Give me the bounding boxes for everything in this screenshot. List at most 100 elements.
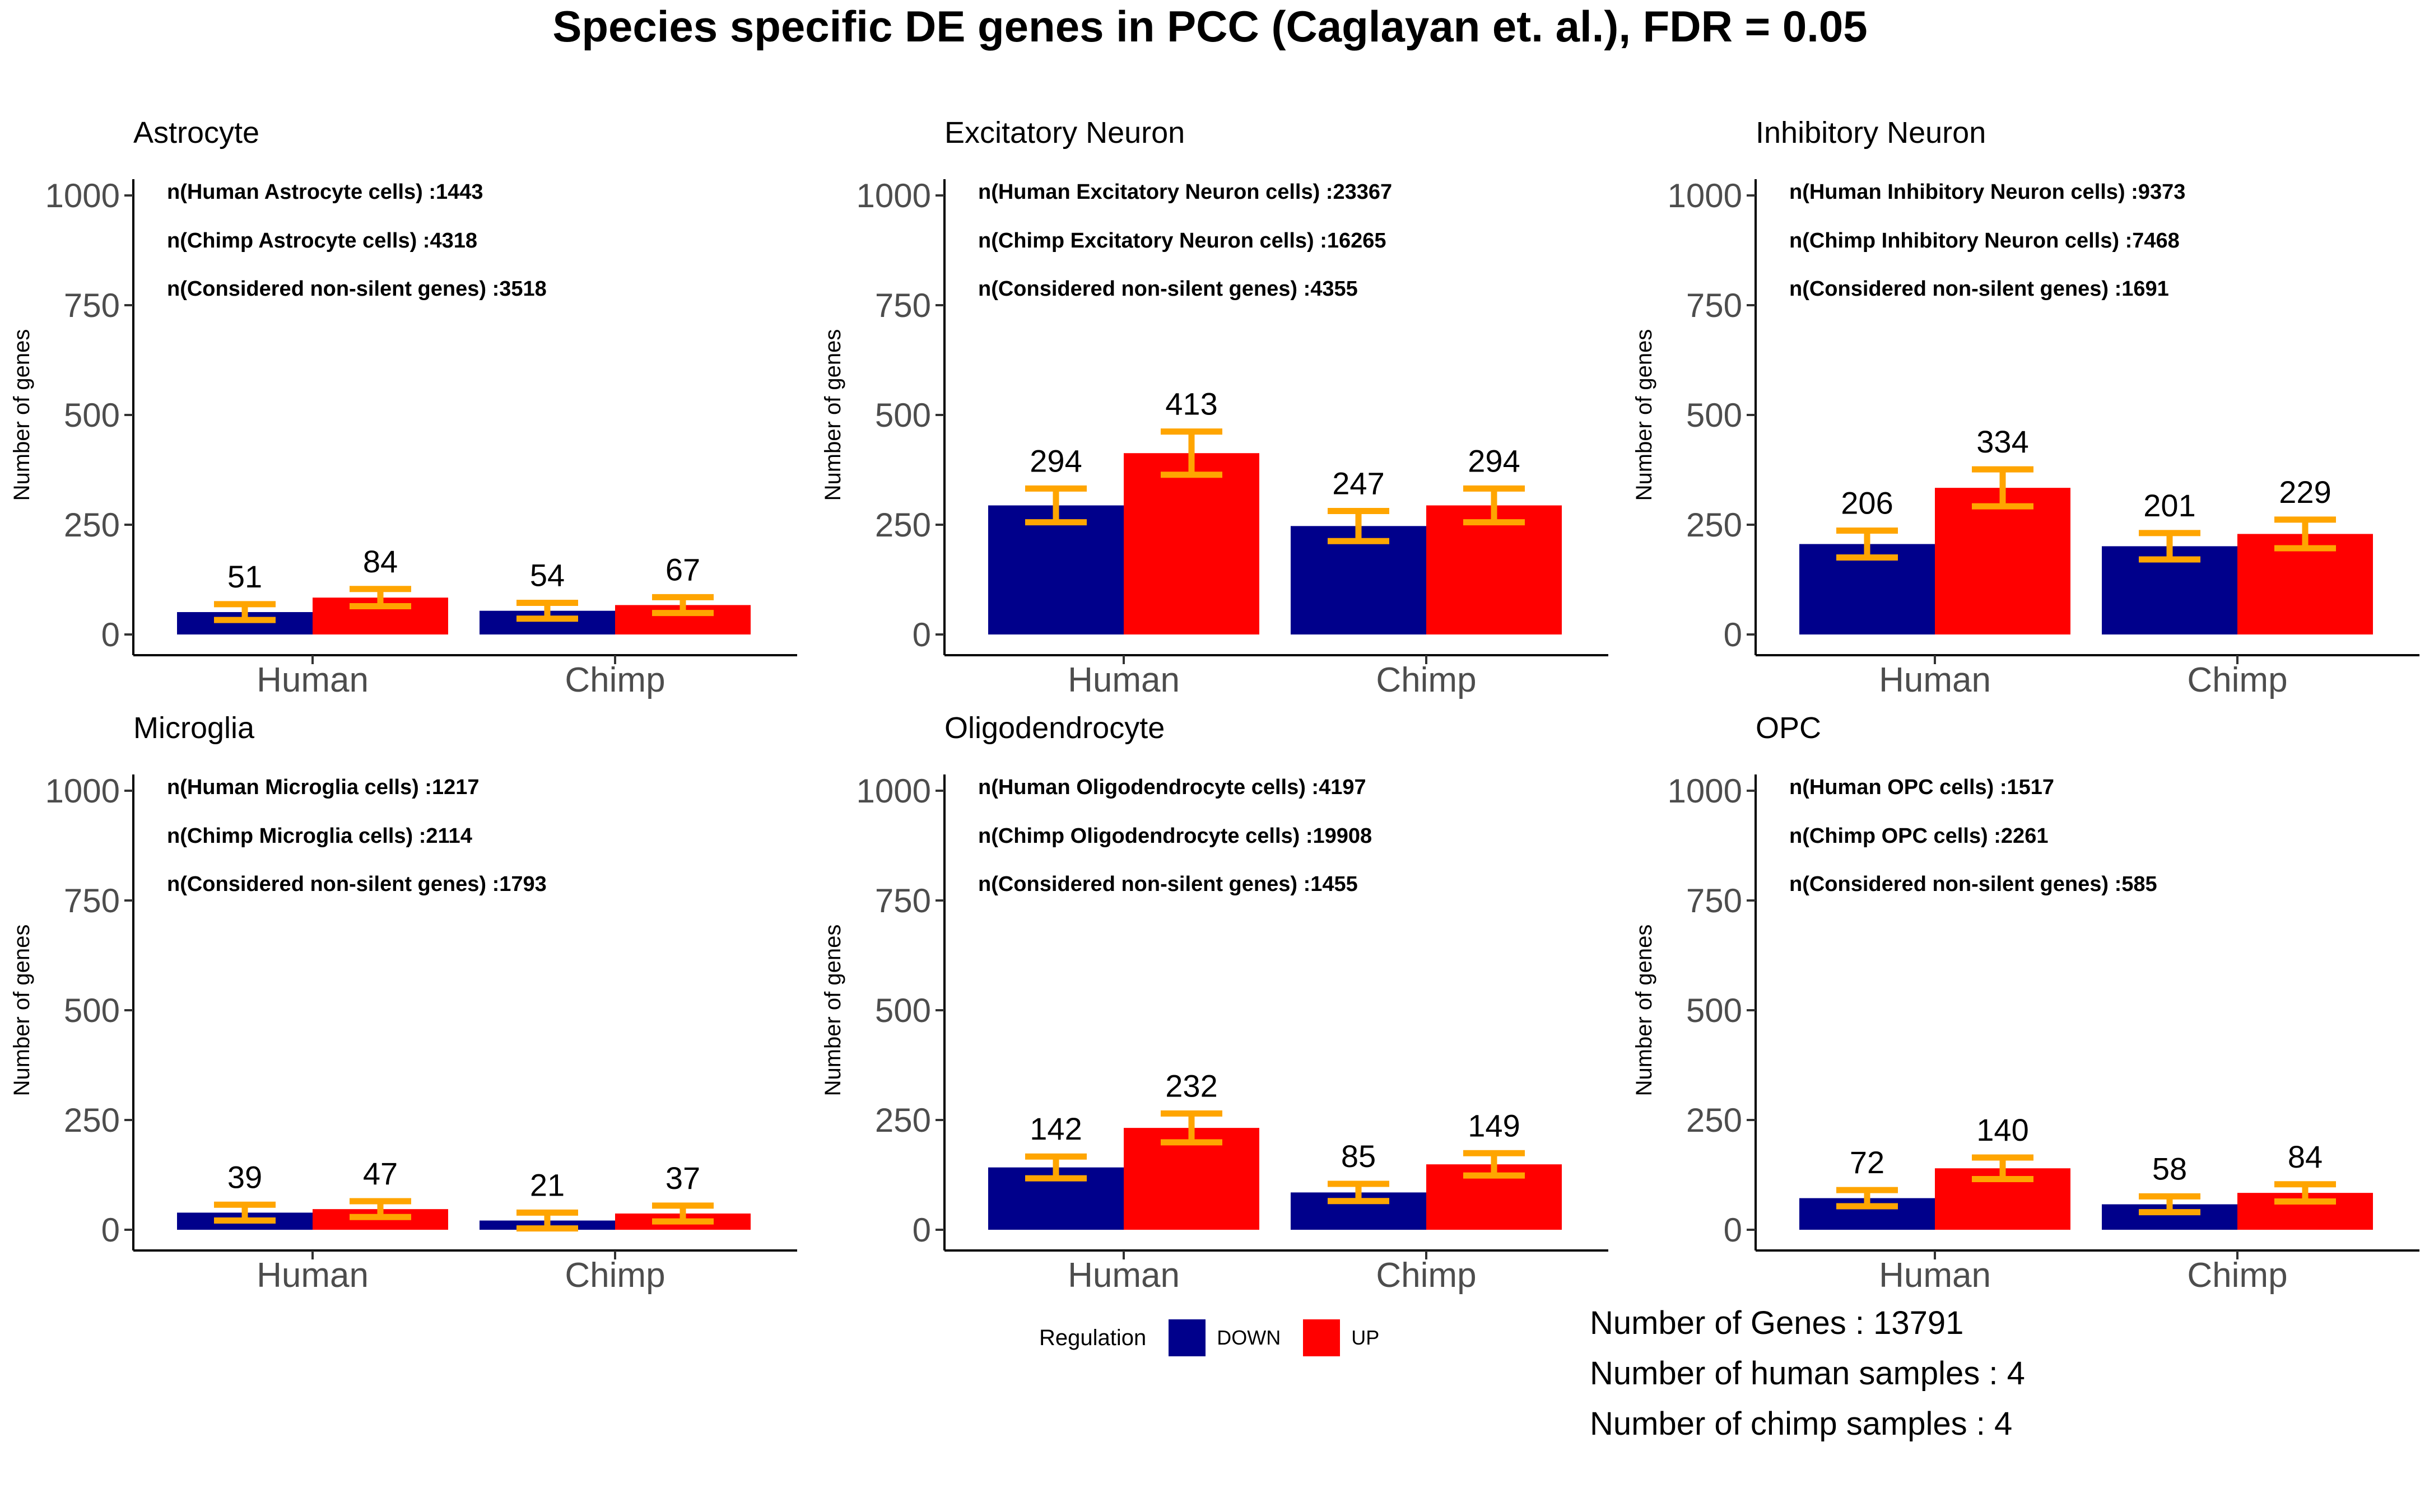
x-tick-label-human: Human [1068, 661, 1180, 699]
y-tick-label: 750 [64, 287, 120, 324]
value-label: 229 [2279, 474, 2331, 510]
value-label: 294 [1468, 443, 1520, 478]
y-tick-label: 500 [1686, 992, 1742, 1029]
annotation-1: n(Human OPC cells) :1517 [1789, 776, 2054, 799]
x-tick-label-human: Human [1879, 1256, 1991, 1295]
y-tick-label: 500 [64, 396, 120, 434]
value-label: 294 [1030, 443, 1082, 478]
annotation-3: n(Considered non-silent genes) :4355 [978, 277, 1358, 301]
value-label: 58 [2152, 1151, 2187, 1186]
legend-label-up: UP [1351, 1326, 1380, 1349]
y-tick-label: 0 [913, 1211, 931, 1249]
y-tick-label: 500 [64, 992, 120, 1029]
note-chimp-samples: Number of chimp samples : 4 [1590, 1406, 2013, 1442]
y-axis-label: Number of genes [821, 925, 845, 1096]
annotation-1: n(Human Oligodendrocyte cells) :4197 [978, 776, 1366, 799]
value-label: 54 [530, 558, 565, 593]
y-tick-label: 1000 [857, 772, 931, 810]
x-tick-label-chimp: Chimp [1376, 661, 1476, 699]
note-number-of-genes: Number of Genes : 13791 [1590, 1305, 1964, 1341]
value-label: 334 [1976, 424, 2028, 459]
y-tick-label: 0 [1724, 1211, 1742, 1249]
value-label: 37 [666, 1160, 700, 1196]
value-label: 413 [1165, 386, 1217, 422]
annotation-3: n(Considered non-silent genes) :3518 [167, 277, 547, 301]
annotation-3: n(Considered non-silent genes) :1455 [978, 872, 1358, 896]
legend: Regulation DOWN UP [1039, 1319, 1402, 1356]
value-label: 47 [363, 1156, 398, 1191]
value-label: 21 [530, 1167, 565, 1202]
bar-human-up [1935, 488, 2070, 634]
x-tick-label-chimp: Chimp [565, 661, 665, 699]
y-tick-label: 1000 [45, 177, 120, 214]
y-tick-label: 250 [1686, 506, 1742, 544]
value-label: 142 [1030, 1111, 1082, 1146]
x-tick-label-human: Human [1879, 661, 1991, 699]
x-tick-label-chimp: Chimp [2187, 661, 2287, 699]
annotation-2: n(Chimp Oligodendrocyte cells) :19908 [978, 824, 1372, 848]
bar-human-up [1124, 453, 1259, 634]
y-tick-label: 750 [875, 882, 931, 920]
y-tick-label: 0 [1724, 616, 1742, 654]
annotation-3: n(Considered non-silent genes) :1793 [167, 872, 547, 896]
value-label: 84 [2288, 1139, 2323, 1174]
value-label: 140 [1976, 1112, 2028, 1147]
x-tick-label-human: Human [1068, 1256, 1180, 1295]
panel-title-inhibitory-neuron: Inhibitory Neuron [1756, 116, 1986, 150]
y-tick-label: 750 [1686, 882, 1742, 920]
value-label: 67 [666, 552, 700, 587]
legend-label-down: DOWN [1217, 1326, 1281, 1349]
annotation-2: n(Chimp OPC cells) :2261 [1789, 824, 2048, 848]
annotation-2: n(Chimp Inhibitory Neuron cells) :7468 [1789, 229, 2180, 253]
value-label: 206 [1841, 486, 1893, 521]
panel-title-oligodendrocyte: Oligodendrocyte [944, 711, 1165, 745]
x-tick-label-chimp: Chimp [1376, 1256, 1476, 1295]
annotation-2: n(Chimp Astrocyte cells) :4318 [167, 229, 477, 253]
y-axis-label: Number of genes [10, 925, 34, 1096]
annotation-3: n(Considered non-silent genes) :585 [1789, 872, 2157, 896]
x-tick-label-chimp: Chimp [565, 1256, 665, 1295]
y-tick-label: 750 [875, 287, 931, 324]
bar-human-down [988, 505, 1124, 634]
note-human-samples: Number of human samples : 4 [1590, 1355, 2025, 1392]
annotation-1: n(Human Microglia cells) :1217 [167, 776, 480, 799]
value-label: 201 [2143, 488, 2195, 523]
y-tick-label: 250 [64, 1102, 120, 1139]
annotation-2: n(Chimp Excitatory Neuron cells) :16265 [978, 229, 1386, 253]
y-tick-label: 1000 [1668, 177, 1742, 214]
y-axis-label: Number of genes [1632, 925, 1656, 1096]
value-label: 39 [227, 1159, 262, 1194]
x-tick-label-human: Human [257, 1256, 369, 1295]
y-tick-label: 750 [1686, 287, 1742, 324]
y-tick-label: 750 [64, 882, 120, 920]
y-tick-label: 0 [101, 616, 120, 654]
y-tick-label: 250 [875, 506, 931, 544]
y-tick-label: 0 [913, 616, 931, 654]
y-tick-label: 500 [1686, 396, 1742, 434]
panel-title-astrocyte: Astrocyte [133, 116, 259, 150]
y-tick-label: 250 [64, 506, 120, 544]
value-label: 149 [1468, 1108, 1520, 1143]
y-tick-label: 500 [875, 992, 931, 1029]
y-axis-label: Number of genes [821, 329, 845, 501]
y-tick-label: 1000 [45, 772, 120, 810]
legend-swatch-down [1169, 1319, 1206, 1356]
value-label: 51 [227, 559, 262, 594]
panel-title-excitatory-neuron: Excitatory Neuron [944, 116, 1185, 150]
y-tick-label: 250 [875, 1102, 931, 1139]
annotation-1: n(Human Astrocyte cells) :1443 [167, 180, 483, 204]
chart-title: Species specific DE genes in PCC (Caglay… [552, 2, 1868, 51]
x-tick-label-chimp: Chimp [2187, 1256, 2287, 1295]
x-tick-label-human: Human [257, 661, 369, 699]
annotation-1: n(Human Inhibitory Neuron cells) :9373 [1789, 180, 2185, 204]
y-tick-label: 1000 [857, 177, 931, 214]
y-tick-label: 0 [101, 1211, 120, 1249]
value-label: 84 [363, 544, 398, 579]
bar-chimp-up [1426, 505, 1562, 634]
annotation-3: n(Considered non-silent genes) :1691 [1789, 277, 2169, 301]
annotation-1: n(Human Excitatory Neuron cells) :23367 [978, 180, 1392, 204]
legend-title: Regulation [1039, 1325, 1147, 1350]
annotation-2: n(Chimp Microglia cells) :2114 [167, 824, 472, 848]
value-label: 232 [1165, 1068, 1217, 1103]
y-tick-label: 500 [875, 396, 931, 434]
